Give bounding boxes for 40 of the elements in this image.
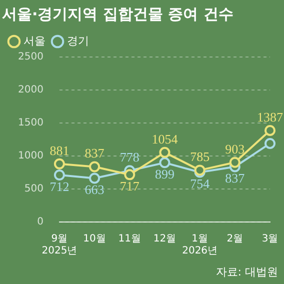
data-label: 712 (50, 178, 70, 194)
data-label: 754 (190, 176, 210, 192)
legend-label: 서울 (24, 34, 46, 48)
point (159, 146, 170, 158)
x-tick-label: 11월 (118, 234, 141, 245)
data-label: 1387 (257, 109, 284, 124)
data-label: 837 (225, 170, 246, 186)
x-tick-label: 2월 (226, 234, 244, 245)
data-label: 1054 (152, 131, 178, 146)
data-label: 778 (120, 150, 140, 165)
point (89, 172, 100, 184)
data-label: 663 (84, 182, 104, 198)
x-tick-label: 10월 (83, 234, 106, 245)
point (54, 170, 65, 181)
point (54, 158, 65, 170)
x-tick-label: 3월 (262, 234, 278, 245)
legend-label: 경기 (67, 34, 89, 48)
point (89, 161, 100, 172)
x-tick-label: 12월 (153, 234, 176, 245)
point (229, 156, 240, 168)
y-tick-label: 0 (37, 216, 44, 228)
y-tick-label: 1000 (18, 150, 44, 162)
y-tick-label: 2000 (18, 84, 44, 96)
chart-title: 서울·경기지역 집합건물 증여 건수 (2, 4, 234, 23)
data-label: 717 (120, 178, 140, 194)
point (124, 169, 136, 180)
y-tick-label: 500 (24, 184, 44, 195)
y-tick-label: 1500 (18, 118, 44, 129)
point (264, 138, 276, 149)
y-tick-label: 2500 (18, 52, 44, 63)
x-tick-label: 1월 2026년 (182, 234, 218, 257)
point (264, 124, 276, 136)
text: 자료: 대법원 (216, 265, 278, 278)
data-label: 903 (225, 141, 245, 156)
data-label: 881 (50, 142, 70, 158)
data-label: 785 (190, 149, 210, 164)
data-label: 899 (154, 166, 174, 182)
point (159, 157, 170, 168)
data-label: 837 (84, 146, 105, 161)
x-tick-label: 9월 2025년 (42, 234, 78, 257)
